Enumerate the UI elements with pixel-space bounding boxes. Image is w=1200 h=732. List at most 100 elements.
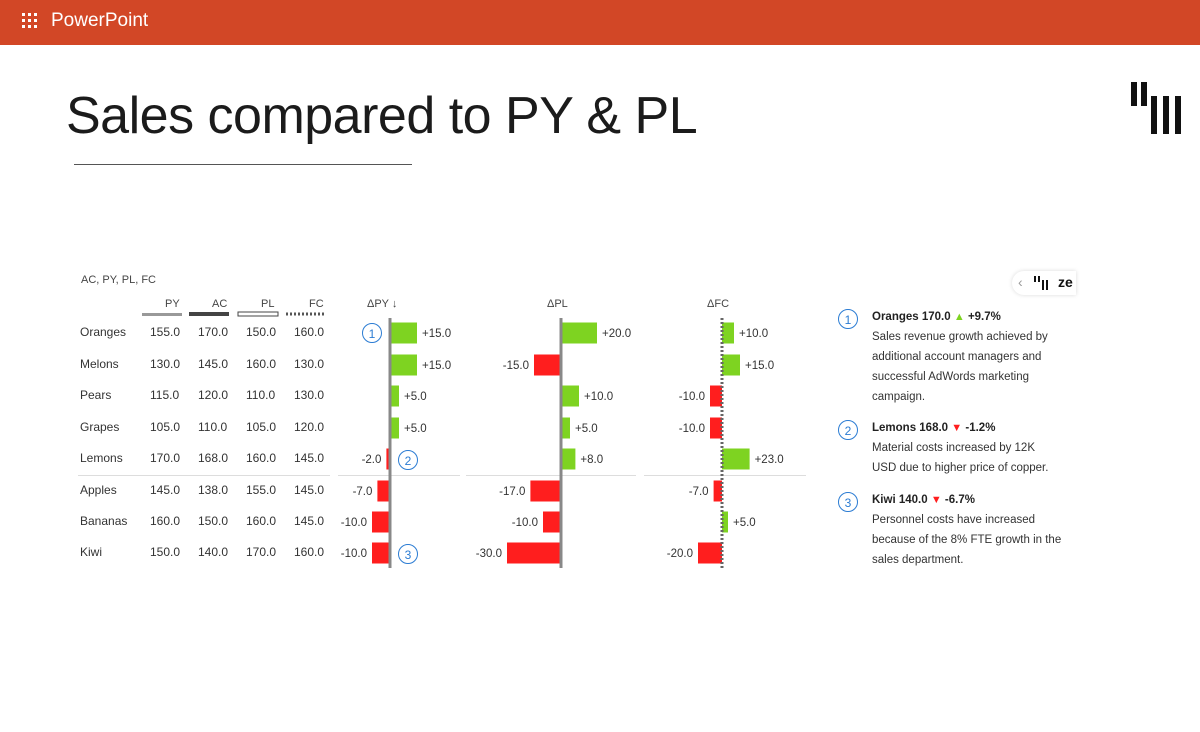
bar-grapes[interactable] (390, 417, 399, 439)
app-header-bar: PowerPoint (0, 0, 1200, 45)
data-label: +5.0 (404, 391, 427, 403)
cell-pl: 170.0 (246, 545, 277, 559)
annotation-3-text: Personnel costs have increased because o… (872, 514, 1062, 566)
row-separator (78, 475, 330, 476)
cell-pl: 150.0 (246, 325, 277, 339)
data-label: -7.0 (353, 486, 373, 498)
app-name[interactable]: PowerPoint (51, 10, 149, 31)
bar-pears[interactable] (561, 385, 579, 407)
cell-pl: 160.0 (246, 357, 277, 371)
column-header-ac: AC (212, 298, 228, 310)
plugin-side-tab[interactable]: ‹ ze (1012, 271, 1076, 295)
cell-pl: 155.0 (246, 483, 277, 497)
row-label: Melons (80, 357, 119, 371)
cell-fc: 145.0 (294, 483, 325, 497)
bar-melons[interactable] (534, 354, 561, 376)
bar-apples[interactable] (530, 480, 561, 502)
chart-caption: AC, PY, PL, FC (81, 274, 156, 286)
cell-ac: 138.0 (198, 483, 229, 497)
bar-kiwi[interactable] (507, 542, 561, 564)
data-label: -10.0 (679, 423, 705, 435)
row-label: Pears (80, 388, 112, 402)
bar-pears[interactable] (710, 385, 722, 407)
bar-grapes[interactable] (710, 417, 722, 439)
chart-title-delta-py: ΔPY ↓ (367, 298, 398, 310)
data-label: -10.0 (341, 548, 367, 560)
data-label: -7.0 (689, 486, 709, 498)
data-label: +5.0 (575, 423, 598, 435)
chart-title-delta-fc: ΔFC (707, 298, 730, 310)
bar-melons[interactable] (722, 354, 740, 376)
cell-fc: 160.0 (294, 545, 325, 559)
annotation-marker-2: 2 (838, 420, 858, 440)
cell-fc: 130.0 (294, 388, 325, 402)
bar-melons[interactable] (390, 354, 417, 376)
chevron-left-icon: ‹ (1018, 274, 1023, 290)
cell-ac: 150.0 (198, 514, 229, 528)
bar-apples[interactable] (377, 480, 390, 502)
annotation-1: Oranges 170.0 ▲ +9.7% Sales revenue grow… (872, 307, 1062, 407)
annotation-2-head: Lemons 168.0 (872, 422, 949, 434)
bar-oranges[interactable] (390, 322, 417, 344)
data-label: +10.0 (584, 391, 613, 403)
header-legend-markers (142, 311, 326, 317)
data-label: +10.0 (739, 328, 768, 340)
cell-ac: 120.0 (198, 388, 229, 402)
triangle-up-icon: ▲ (953, 311, 965, 323)
triangle-down-icon: ▼ (930, 494, 942, 506)
bar-lemons[interactable] (722, 448, 750, 470)
row-label: Kiwi (80, 545, 103, 559)
data-label: +8.0 (580, 454, 603, 466)
app-launcher-icon[interactable] (22, 13, 40, 31)
row-label: Apples (80, 483, 117, 497)
bar-oranges[interactable] (722, 322, 734, 344)
row-label: Bananas (80, 514, 128, 528)
cell-pl: 160.0 (246, 451, 277, 465)
bar-bananas[interactable] (543, 511, 561, 533)
data-label: +5.0 (733, 517, 756, 529)
cell-ac: 145.0 (198, 357, 229, 371)
marker-1[interactable]: 1 (362, 323, 382, 343)
bar-bananas[interactable] (372, 511, 390, 533)
data-label: -10.0 (512, 517, 538, 529)
bar-kiwi[interactable] (372, 542, 390, 564)
cell-ac: 110.0 (198, 420, 228, 434)
annotation-1-delta: +9.7% (967, 311, 1001, 323)
cell-py: 155.0 (150, 325, 181, 339)
bar-lemons[interactable] (386, 448, 390, 470)
cell-py: 145.0 (150, 483, 181, 497)
row-label: Grapes (80, 420, 120, 434)
cell-py: 160.0 (150, 514, 181, 528)
chart-title-delta-pl: ΔPL (547, 298, 568, 310)
bar-pears[interactable] (390, 385, 399, 407)
bar-lemons[interactable] (561, 448, 576, 470)
cell-py: 130.0 (150, 357, 181, 371)
cell-fc: 120.0 (294, 420, 325, 434)
plugin-tab-text: ze (1058, 274, 1073, 290)
column-header-fc: FC (309, 298, 324, 310)
annotation-marker-3: 3 (838, 492, 858, 512)
cell-pl: 110.0 (246, 388, 276, 402)
triangle-down-icon: ▼ (951, 422, 963, 434)
bar-bananas[interactable] (722, 511, 728, 533)
data-label: +15.0 (745, 360, 774, 372)
cell-pl: 105.0 (246, 420, 277, 434)
cell-fc: 145.0 (294, 514, 325, 528)
data-label: +20.0 (602, 328, 631, 340)
cell-py: 150.0 (150, 545, 181, 559)
row-label: Lemons (80, 451, 123, 465)
bar-kiwi[interactable] (698, 542, 722, 564)
cell-py: 105.0 (150, 420, 181, 434)
bar-oranges[interactable] (561, 322, 597, 344)
bar-apples[interactable] (713, 480, 722, 502)
marker-3[interactable]: 3 (398, 544, 418, 564)
data-label: -17.0 (499, 486, 525, 498)
data-label: -30.0 (476, 548, 502, 560)
annotation-1-head: Oranges 170.0 (872, 311, 951, 323)
marker-2[interactable]: 2 (398, 450, 418, 470)
data-label: -20.0 (667, 548, 693, 560)
cell-ac: 168.0 (198, 451, 229, 465)
slide-title: Sales compared to PY & PL (66, 87, 698, 145)
plugin-logo-icon (1034, 276, 1048, 290)
bar-grapes[interactable] (561, 417, 570, 439)
